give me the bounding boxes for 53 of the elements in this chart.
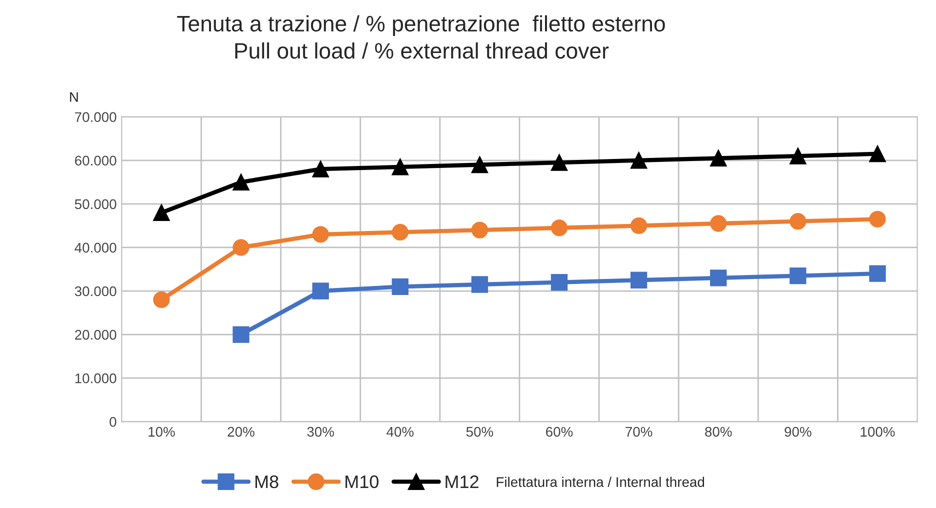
point (312, 160, 329, 178)
point (710, 270, 727, 286)
point (790, 213, 806, 230)
point (312, 226, 329, 243)
x-tick-label: 50% (466, 426, 494, 437)
y-tick-label: 60.000 (75, 156, 116, 166)
point (232, 174, 250, 190)
point (392, 158, 408, 176)
y-tick-label: 0 (110, 416, 116, 427)
x-tick-label: 70% (626, 426, 652, 437)
point (550, 220, 568, 236)
x-tick-label: 80% (705, 426, 732, 437)
point (869, 210, 886, 228)
point (869, 265, 886, 282)
y-tick-label: 30.000 (74, 286, 116, 296)
point (471, 156, 488, 174)
x-tick-label: 10% (148, 426, 175, 437)
x-tick-label: 100% (860, 426, 895, 437)
point (232, 239, 250, 256)
point (550, 274, 568, 291)
point (630, 272, 648, 288)
point (630, 152, 648, 169)
point (790, 148, 806, 164)
y-tick-label: 50.000 (74, 199, 116, 210)
legend-label: M12 (446, 475, 478, 488)
y-axis-title: N (70, 92, 78, 102)
y-tick-label: 40.000 (74, 242, 116, 253)
point (550, 154, 568, 171)
y-tick-label: 70.000 (75, 112, 116, 122)
point (232, 326, 250, 343)
x-tick-label: 20% (228, 426, 254, 437)
point (312, 282, 329, 300)
chart-title: Tenuta a trazione / % penetrazione filetto esterno Pull out load / % external thread cover (177, 15, 665, 59)
point (471, 276, 488, 293)
point (153, 291, 170, 308)
point (710, 150, 727, 167)
point (392, 278, 408, 295)
point (153, 204, 170, 221)
legend-title: Filettatura interna / Internal thread (496, 476, 704, 487)
x-tick-label: 30% (307, 426, 334, 437)
point (710, 215, 727, 232)
point (790, 267, 806, 284)
point (869, 146, 886, 162)
y-tick-label: 20.000 (75, 330, 116, 340)
legend-label: M8 (255, 475, 278, 488)
legend-label: M10 (346, 475, 379, 488)
x-tick-label: 60% (546, 426, 573, 437)
x-tick-label: 40% (386, 426, 414, 437)
point (630, 217, 648, 234)
x-tick-label: 90% (784, 426, 812, 437)
point (392, 224, 408, 241)
y-tick-label: 10.000 (75, 373, 116, 384)
point (471, 222, 488, 238)
